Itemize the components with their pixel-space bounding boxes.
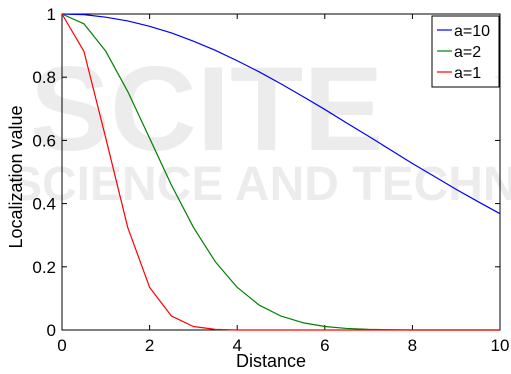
y-tick-label: 1 [47, 5, 56, 24]
axis-ticks: 0 2 4 6 8 10 0 0.2 0.4 0.6 0.8 1 [32, 5, 509, 355]
legend: a=10 a=2 a=1 [431, 15, 500, 88]
y-axis-label: Localization value [6, 105, 26, 248]
y-tick-label: 0.8 [32, 68, 56, 87]
series-line-a-1 [61, 13, 500, 331]
x-tick-label: 6 [320, 336, 329, 355]
legend-label: a=10 [454, 23, 490, 40]
x-tick-label: 2 [145, 336, 154, 355]
x-tick-label: 4 [232, 336, 241, 355]
legend-label: a=1 [454, 65, 481, 82]
x-tick-label: 0 [57, 336, 66, 355]
watermark-logo-text: SCITE [30, 42, 383, 176]
y-tick-label: 0 [47, 321, 56, 340]
watermark-tagline: SCIENCE AND TECHNOLOGY [10, 158, 511, 211]
y-tick-label: 0.6 [32, 131, 56, 150]
series-line-a-10 [61, 13, 501, 215]
legend-label: a=2 [454, 44, 481, 61]
y-tick-label: 0.2 [32, 258, 56, 277]
x-axis-label: Distance [236, 351, 306, 371]
series-lines [61, 13, 501, 331]
x-tick-label: 10 [491, 336, 510, 355]
x-tick-label: 8 [408, 336, 417, 355]
y-tick-label: 0.4 [32, 195, 56, 214]
